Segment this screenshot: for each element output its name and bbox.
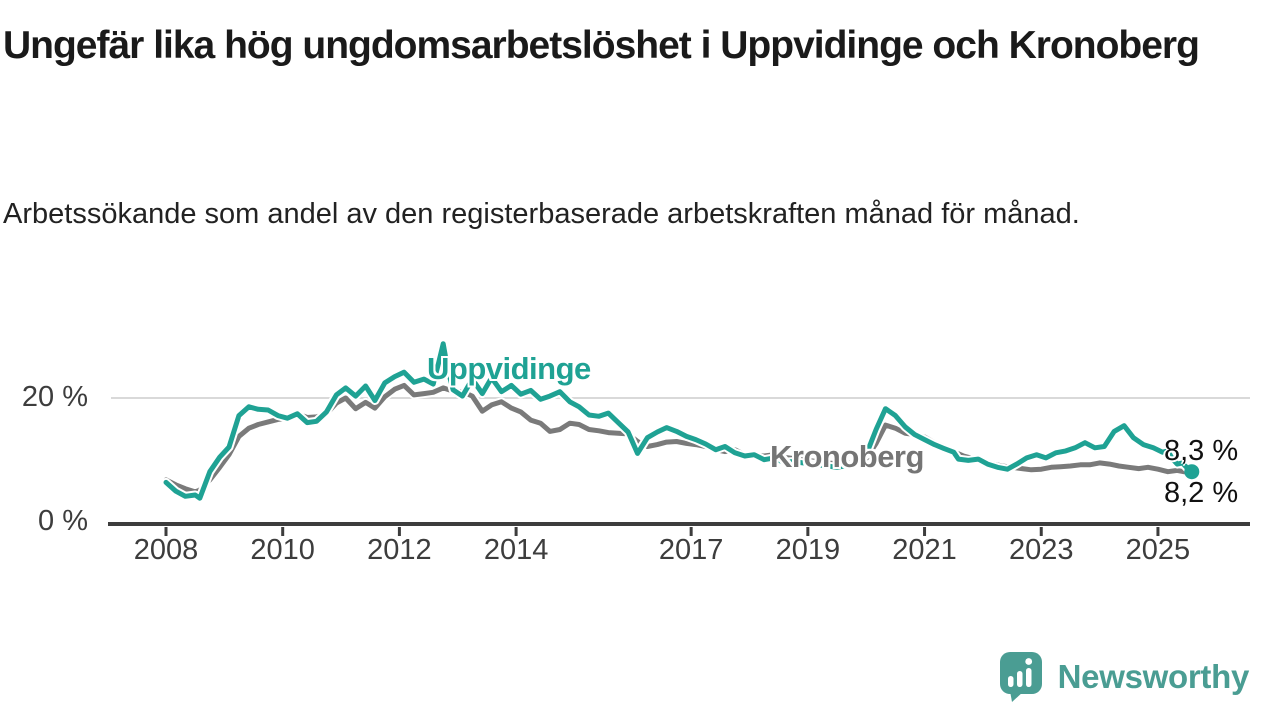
end-value-label-uppvidinge: 8,3 %: [1164, 435, 1239, 467]
chart-subtitle: Arbetssökande som andel av den registerb…: [3, 198, 1080, 230]
newsworthy-brand: Newsworthy: [998, 651, 1249, 702]
x-tick-label: 2014: [483, 534, 549, 566]
x-tick-label: 2021: [892, 534, 957, 566]
uppvidinge-endpoint-dot: [1184, 464, 1200, 480]
x-tick-label: 2023: [1008, 534, 1074, 566]
series-label-uppvidinge: Uppvidinge: [427, 351, 591, 386]
uppvidinge-line: [163, 341, 1195, 501]
kronoberg-line-casing: [161, 380, 1197, 497]
x-tick-label: 2010: [250, 534, 315, 566]
y-tick-label-20: 20 %: [21, 381, 88, 413]
newsworthy-wordmark: Newsworthy: [1057, 657, 1250, 695]
newsworthy-logo-icon: [998, 651, 1044, 702]
end-value-label-kronoberg: 8,2 %: [1164, 477, 1239, 509]
y-tick-label-0: 0 %: [38, 505, 88, 537]
page-title: Ungefär lika hög ungdomsarbetslöshet i U…: [3, 24, 1200, 67]
x-tick-label: 2025: [1125, 534, 1191, 566]
x-tick-label: 2017: [658, 534, 724, 566]
x-tick-label: 2008: [133, 534, 199, 566]
x-tick-label: 2012: [367, 534, 432, 566]
series-label-kronoberg: Kronoberg: [770, 439, 924, 474]
x-tick-label: 2019: [775, 534, 841, 566]
